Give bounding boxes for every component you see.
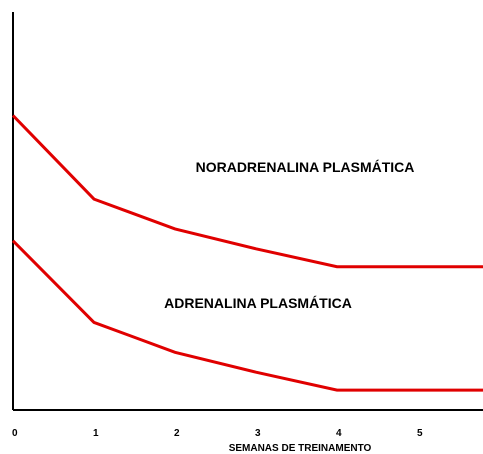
series-layer — [11, 114, 483, 392]
series-label-noradrenalina: NORADRENALINA PLASMÁTICA — [196, 159, 415, 175]
x-tick-label-5: 5 — [417, 428, 423, 439]
x-axis-label: SEMANAS DE TREINAMENTO — [229, 443, 372, 454]
series-line-1 — [11, 239, 483, 392]
x-tick-label-3: 3 — [255, 428, 261, 439]
x-tick-label-1: 1 — [93, 428, 99, 439]
x-tick-label-2: 2 — [174, 428, 180, 439]
series-line-0 — [11, 114, 483, 269]
series-label-adrenalina: ADRENALINA PLASMÁTICA — [164, 295, 352, 311]
x-tick-label-4: 4 — [336, 428, 342, 439]
x-tick-label-0: 0 — [12, 428, 18, 439]
x-tick-labels: 0 1 2 3 4 5 — [12, 428, 423, 439]
